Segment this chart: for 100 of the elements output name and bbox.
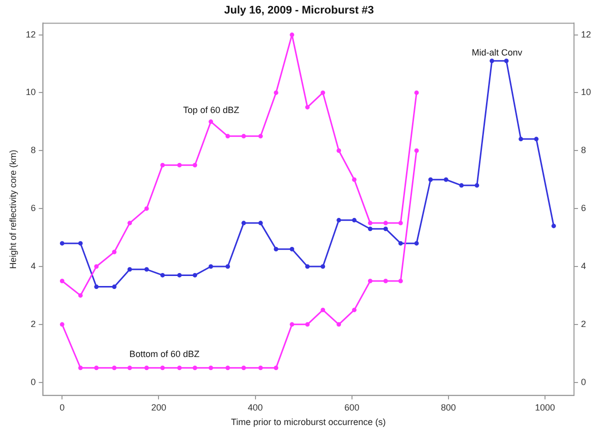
point	[383, 278, 388, 284]
y2-tick-label: 4	[580, 260, 586, 271]
point	[368, 220, 372, 226]
point	[241, 220, 246, 226]
point	[383, 226, 388, 232]
point	[414, 241, 419, 246]
point	[127, 267, 132, 272]
point	[160, 162, 165, 168]
y2-tick-label: 10	[580, 87, 592, 98]
point	[127, 220, 132, 226]
point	[177, 162, 182, 168]
point	[226, 134, 230, 138]
point	[112, 366, 117, 370]
y2-tick-label: 2	[580, 318, 586, 329]
point	[305, 104, 310, 110]
point	[60, 241, 64, 246]
x-tick-label: 800	[440, 402, 456, 412]
y-tick-label: 0	[30, 376, 36, 387]
y2-tick-label: 6	[580, 203, 586, 214]
point	[241, 134, 246, 138]
y2-tick-label: 0	[580, 376, 586, 387]
point	[414, 148, 419, 153]
point	[320, 264, 326, 269]
point	[444, 177, 448, 182]
point	[94, 284, 99, 290]
point	[290, 322, 294, 327]
point	[258, 366, 263, 370]
point	[160, 272, 165, 278]
x-tick-label: 200	[151, 402, 166, 412]
x-tick-label: 600	[344, 402, 360, 412]
point	[177, 366, 182, 370]
point	[474, 183, 480, 188]
point	[320, 90, 326, 95]
x-axis-title: Time prior to microburst occurrence (s)	[231, 417, 386, 428]
point	[459, 183, 464, 188]
point	[144, 366, 149, 370]
point	[290, 32, 294, 38]
point	[94, 264, 99, 269]
point	[94, 366, 99, 370]
point	[290, 246, 294, 252]
point	[352, 177, 357, 182]
point	[368, 278, 372, 284]
point	[192, 272, 198, 278]
point	[398, 241, 403, 246]
point	[112, 284, 117, 290]
point	[534, 136, 539, 142]
point	[144, 267, 149, 272]
point	[208, 264, 214, 269]
point	[78, 293, 83, 298]
point	[208, 366, 214, 370]
point	[352, 218, 357, 222]
point	[127, 366, 132, 370]
y-axis-title: Height of reflectivity core (km)	[8, 150, 18, 269]
x-tick-label: 400	[248, 402, 263, 412]
point	[192, 162, 198, 168]
point	[177, 272, 182, 278]
x-tick-label: 1000	[535, 402, 556, 412]
point	[208, 119, 214, 124]
point	[320, 308, 326, 312]
point	[192, 366, 198, 370]
point	[274, 366, 278, 370]
point	[336, 148, 342, 153]
point	[274, 90, 278, 95]
point	[78, 241, 83, 246]
point	[60, 322, 64, 327]
point	[383, 220, 388, 226]
y-tick-label: 8	[30, 145, 36, 156]
chart-title: July 16, 2009 - Microburst #3	[224, 4, 374, 17]
y-tick-label: 12	[26, 29, 36, 40]
point	[144, 206, 149, 211]
point	[398, 278, 403, 284]
y-tick-label: 6	[30, 203, 36, 214]
point	[226, 366, 230, 370]
y2-tick-label: 12	[580, 29, 592, 40]
point	[160, 366, 165, 370]
y2-tick-label: 8	[580, 145, 586, 156]
annotation: Top of 60 dBZ	[183, 105, 240, 116]
annotation: Mid-alt Conv	[472, 47, 523, 58]
point	[551, 224, 556, 228]
point	[414, 90, 419, 95]
point	[398, 220, 403, 226]
point	[305, 264, 310, 269]
point	[305, 322, 310, 327]
point	[241, 366, 246, 370]
point	[112, 250, 117, 254]
point	[60, 278, 64, 284]
annotation: Bottom of 60 dBZ	[129, 348, 200, 359]
point	[352, 308, 357, 312]
point	[258, 220, 263, 226]
x-tick-label: 0	[60, 402, 65, 412]
point	[490, 58, 494, 64]
point	[428, 177, 433, 182]
point	[518, 136, 524, 142]
y-tick-label: 4	[30, 260, 36, 271]
point	[226, 264, 230, 269]
point	[504, 58, 509, 64]
point	[368, 226, 372, 232]
point	[336, 322, 342, 327]
point	[258, 134, 263, 138]
point	[274, 246, 278, 252]
